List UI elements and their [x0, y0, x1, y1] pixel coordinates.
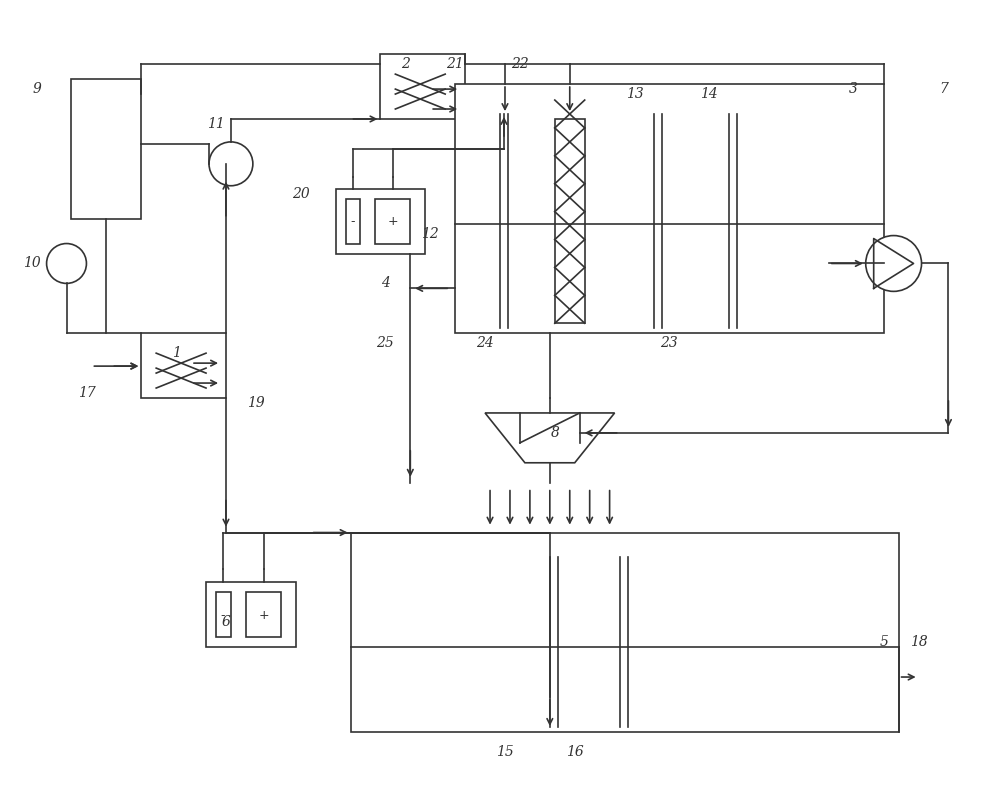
Bar — [216, 592, 231, 637]
Polygon shape — [485, 413, 615, 463]
Circle shape — [47, 243, 86, 283]
Text: 15: 15 — [496, 745, 514, 759]
Text: 3: 3 — [849, 82, 858, 96]
Text: 24: 24 — [476, 336, 494, 350]
Text: 16: 16 — [566, 745, 584, 759]
Text: 7: 7 — [939, 82, 948, 96]
Bar — [206, 583, 296, 647]
Text: +: + — [388, 215, 399, 228]
Text: 21: 21 — [446, 57, 464, 71]
Text: 2: 2 — [401, 57, 410, 71]
Text: 1: 1 — [172, 346, 181, 360]
Bar — [141, 334, 226, 398]
Text: 5: 5 — [879, 635, 888, 649]
Bar — [375, 199, 410, 243]
Bar — [555, 119, 585, 323]
Text: 25: 25 — [377, 336, 394, 350]
Circle shape — [209, 142, 253, 186]
Text: 13: 13 — [626, 87, 643, 101]
Text: 11: 11 — [207, 117, 225, 131]
Bar — [380, 54, 465, 119]
Text: 17: 17 — [78, 386, 95, 400]
Bar — [455, 84, 884, 334]
Text: 20: 20 — [292, 187, 310, 201]
Text: 4: 4 — [381, 276, 390, 290]
Text: 6: 6 — [222, 615, 230, 629]
Text: 9: 9 — [32, 82, 41, 96]
Text: 14: 14 — [700, 87, 718, 101]
Text: 19: 19 — [247, 396, 265, 410]
Bar — [336, 189, 425, 254]
Text: 22: 22 — [511, 57, 529, 71]
Text: +: + — [259, 609, 269, 622]
Text: 10: 10 — [23, 256, 41, 271]
Bar — [246, 592, 281, 637]
Text: 8: 8 — [550, 426, 559, 440]
Circle shape — [866, 235, 922, 291]
Bar — [351, 532, 899, 732]
Text: 18: 18 — [910, 635, 927, 649]
Bar — [346, 199, 360, 243]
Bar — [71, 79, 141, 219]
Text: 23: 23 — [661, 336, 678, 350]
Text: -: - — [350, 215, 355, 228]
Text: 12: 12 — [421, 227, 439, 240]
Text: -: - — [221, 609, 225, 622]
